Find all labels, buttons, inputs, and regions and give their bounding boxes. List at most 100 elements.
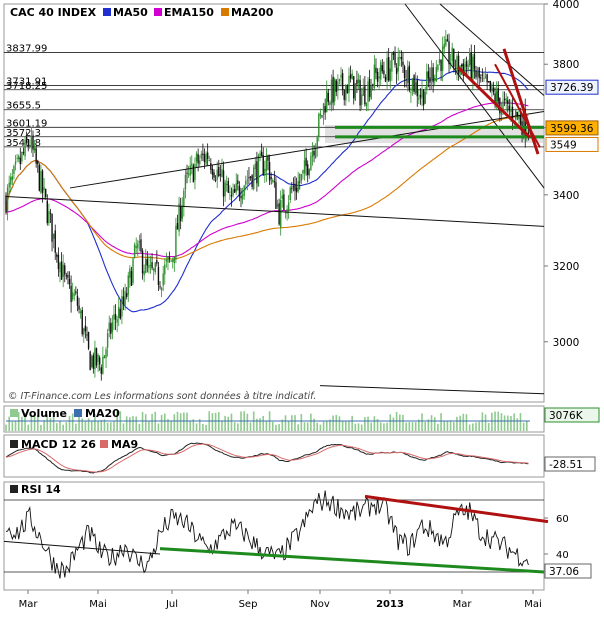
price-tag-label: 3599.36 [550, 123, 594, 135]
candle-body [272, 180, 274, 182]
candle-body [165, 260, 168, 262]
volume-bar [14, 421, 17, 431]
candle-body [467, 64, 469, 70]
legend-label-ma50: MA50 [113, 6, 148, 19]
candle-body [59, 262, 61, 273]
candle-body [494, 93, 496, 103]
rsi-value: 37.06 [549, 566, 579, 578]
volume-bar [468, 424, 471, 431]
volume-bar [449, 420, 452, 431]
volume-bar [33, 415, 36, 431]
candle-body [241, 194, 244, 200]
volume-bar [319, 424, 322, 431]
volume-bar [383, 423, 385, 431]
volume-bar [278, 424, 280, 431]
candle-body [448, 41, 450, 65]
candle-body [381, 65, 384, 72]
candle-body [332, 76, 334, 103]
volume-bar [392, 417, 395, 431]
volume-bar [421, 413, 423, 431]
candle-body [143, 271, 145, 276]
volume-bar [173, 414, 176, 431]
candle-body [175, 225, 177, 260]
candle-body [294, 183, 296, 191]
candle-body [468, 51, 471, 65]
candle-body [519, 115, 522, 125]
candle-body [79, 311, 82, 313]
candle-body [40, 171, 42, 193]
candle-body [216, 169, 218, 180]
candle-body [348, 76, 350, 93]
price-tick-label: 3000 [553, 337, 580, 349]
candle-body [397, 57, 399, 72]
candle-body [488, 81, 490, 83]
candle-body [33, 147, 36, 151]
candle-body [286, 208, 288, 214]
volume-bar [141, 412, 144, 431]
candle-body [386, 57, 388, 80]
candle-body [283, 194, 285, 211]
volume-bar [522, 422, 525, 431]
volume-bar [291, 415, 293, 431]
volume-bar [338, 416, 341, 431]
candle-body [130, 271, 133, 286]
candle-body [435, 67, 438, 82]
candle-body [262, 155, 264, 176]
candle-body [516, 111, 518, 116]
volume-title: Volume [21, 407, 67, 420]
candle-body [176, 223, 179, 230]
volume-bar [310, 413, 312, 431]
candle-body [22, 151, 25, 154]
candle-body [148, 264, 150, 269]
volume-bar [275, 424, 277, 431]
x-tick-label: Mar [453, 599, 473, 610]
volume-bar [40, 424, 42, 431]
candle-body [87, 332, 90, 349]
candle-body [392, 52, 395, 55]
volume-bar [246, 413, 249, 431]
volume-bar [256, 418, 258, 431]
candle-body [264, 168, 266, 176]
candle-body [497, 87, 499, 102]
volume-bar [138, 423, 141, 431]
candle-body [278, 203, 280, 225]
candle-body [122, 296, 125, 305]
candle-body [187, 173, 190, 175]
candle-body [427, 71, 430, 79]
candle-body [124, 291, 126, 306]
candle-body [273, 181, 276, 183]
candle-body [394, 53, 396, 65]
volume-value: 3076K [549, 410, 584, 422]
volume-bar [341, 421, 344, 431]
candle-body [319, 113, 322, 116]
candle-body [138, 240, 141, 243]
rsi-title: RSI 14 [21, 483, 61, 496]
candle-body [265, 157, 268, 172]
candle-body [291, 188, 293, 190]
volume-bar [68, 416, 71, 431]
candle-body [218, 167, 220, 177]
candle-body [254, 163, 256, 169]
volume-value-tag [544, 407, 600, 423]
candle-body [76, 295, 79, 306]
candle-body [6, 187, 9, 213]
candle-body [140, 239, 142, 252]
candle-body [340, 74, 342, 78]
candle-body [70, 285, 72, 303]
volume-bar [8, 416, 10, 431]
candle-body [227, 180, 230, 193]
candle-body [422, 89, 425, 106]
volume-bar [452, 422, 455, 431]
volume-bar [332, 415, 334, 431]
ma200-line [5, 114, 529, 260]
candle-body [387, 57, 390, 81]
volume-bar [500, 413, 503, 431]
candle-body [35, 148, 37, 164]
candle-body [237, 180, 239, 184]
candle-body [206, 152, 209, 159]
volume-bar [395, 412, 398, 431]
volume-bar [56, 423, 58, 431]
candle-body [191, 163, 193, 166]
volume-bar [52, 412, 55, 431]
legend-swatch-ma200 [221, 8, 229, 16]
